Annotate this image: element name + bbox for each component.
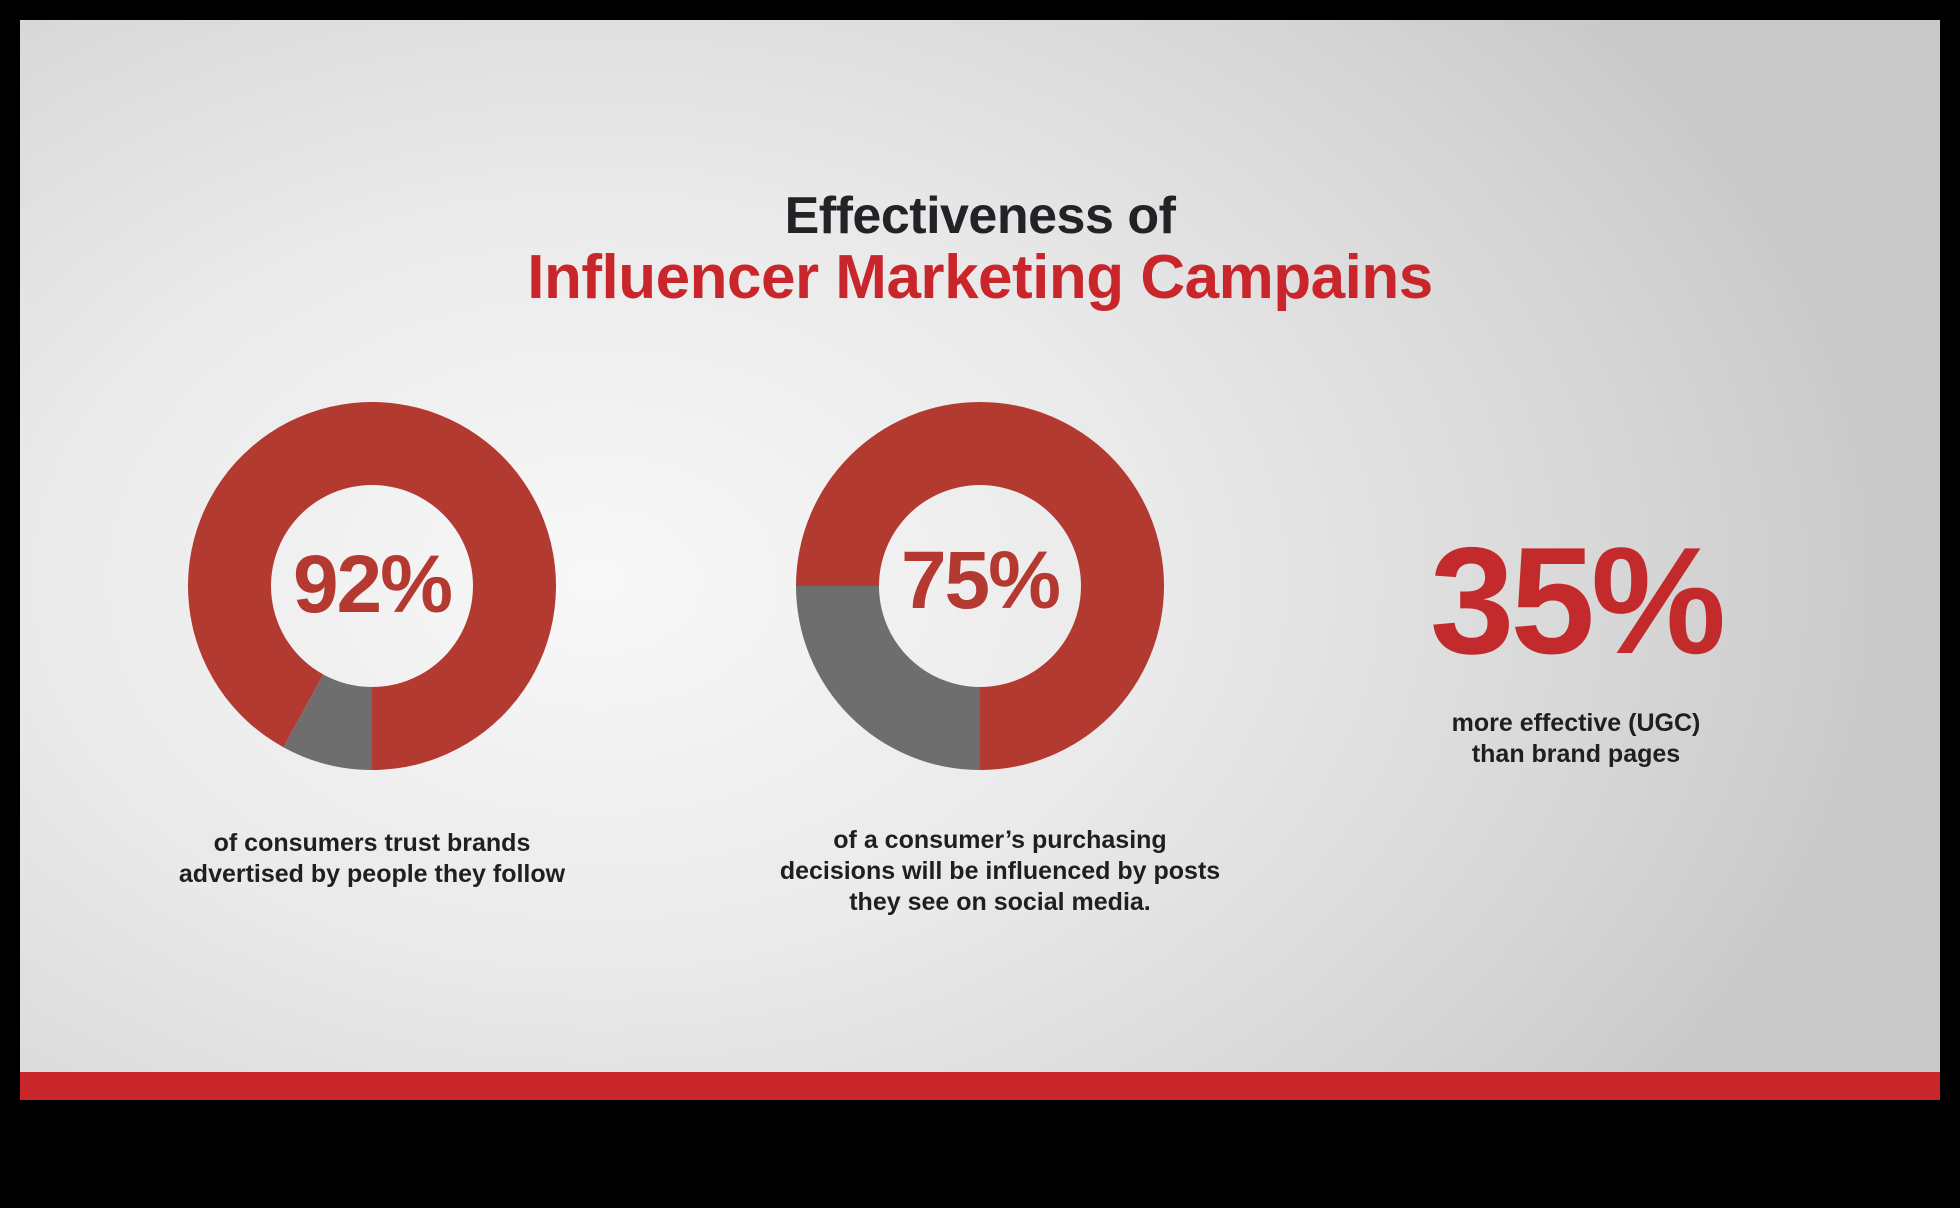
title-line-2: Influencer Marketing Campains <box>527 243 1433 312</box>
stat-value-ugc: 35% <box>1429 516 1726 686</box>
caption-ugc-line-1: more effective (UGC) <box>1451 709 1701 737</box>
donut-chart-trust <box>187 402 556 770</box>
donut-purchasing-slice-main <box>796 402 1164 770</box>
donut-purchasing-slice-remainder <box>796 586 980 770</box>
caption-purchasing-line-3: they see on social media. <box>849 888 1151 916</box>
bottom-accent-bar <box>20 1072 1940 1100</box>
caption-trust: of consumers trust brands advertised by … <box>122 828 622 890</box>
caption-purchasing: of a consumer’s purchasing decisions wil… <box>740 825 1260 918</box>
caption-purchasing-line-2: decisions will be influenced by posts <box>779 857 1221 885</box>
donut-value-trust: 92% <box>292 539 453 630</box>
caption-ugc-line-2: than brand pages <box>1471 740 1681 768</box>
donut-trust-slice-remainder <box>283 674 372 770</box>
donut-trust-slice-main <box>187 402 556 770</box>
caption-trust-line-1: of consumers trust brands <box>213 829 531 857</box>
donut-value-purchasing: 75% <box>900 535 1061 626</box>
caption-trust-line-2: advertised by people they follow <box>178 860 566 888</box>
infographic-canvas: Effectiveness of Influencer Marketing Ca… <box>20 20 1940 1100</box>
caption-purchasing-line-1: of a consumer’s purchasing <box>833 826 1167 854</box>
title-line-1: Effectiveness of <box>784 187 1176 245</box>
caption-ugc: more effective (UGC) than brand pages <box>1356 708 1796 770</box>
donut-chart-purchasing <box>796 402 1164 770</box>
